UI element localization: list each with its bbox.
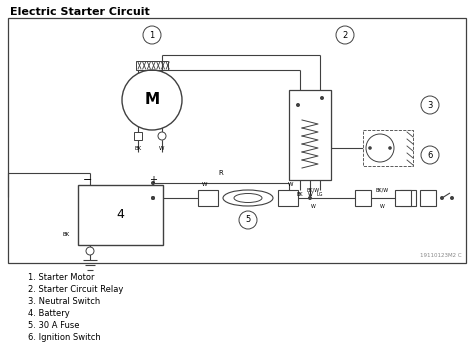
- Circle shape: [440, 196, 444, 200]
- Text: BK: BK: [297, 192, 303, 198]
- Circle shape: [86, 247, 94, 255]
- Text: 1. Starter Motor: 1. Starter Motor: [28, 274, 94, 283]
- Circle shape: [421, 96, 439, 114]
- Bar: [78, 185, 163, 245]
- Circle shape: [151, 196, 155, 200]
- Circle shape: [450, 196, 454, 200]
- Bar: [355, 190, 371, 206]
- Ellipse shape: [234, 193, 262, 203]
- Circle shape: [122, 70, 182, 130]
- Text: BK: BK: [63, 232, 70, 237]
- Text: Electric Starter Circuit: Electric Starter Circuit: [10, 7, 150, 17]
- Bar: [8, 18, 466, 263]
- Circle shape: [336, 26, 354, 44]
- Text: W: W: [288, 182, 294, 188]
- Text: 5: 5: [246, 215, 251, 224]
- Text: R: R: [219, 170, 223, 176]
- Circle shape: [368, 146, 372, 150]
- Text: 6. Ignition Switch: 6. Ignition Switch: [28, 333, 101, 342]
- Circle shape: [388, 146, 392, 150]
- Text: 2. Starter Circuit Relay: 2. Starter Circuit Relay: [28, 285, 123, 294]
- Bar: [400, 190, 416, 206]
- Circle shape: [320, 96, 324, 100]
- Circle shape: [296, 103, 300, 107]
- Text: 2: 2: [342, 31, 347, 40]
- Circle shape: [151, 196, 155, 200]
- Bar: [363, 130, 413, 166]
- Bar: [395, 190, 411, 206]
- Text: +: +: [149, 175, 157, 185]
- Text: BK/W: BK/W: [306, 188, 319, 192]
- Text: W: W: [310, 204, 315, 208]
- Circle shape: [239, 211, 257, 229]
- Bar: [134, 132, 142, 140]
- Circle shape: [421, 146, 439, 164]
- Bar: [289, 90, 331, 180]
- Bar: [136, 61, 168, 70]
- Text: 3: 3: [428, 101, 433, 110]
- Text: BK/W: BK/W: [375, 188, 389, 192]
- Bar: [198, 190, 218, 206]
- Text: W: W: [159, 145, 165, 150]
- Text: BK: BK: [135, 145, 142, 150]
- Text: 3. Neutral Switch: 3. Neutral Switch: [28, 298, 100, 307]
- Text: M: M: [145, 93, 160, 108]
- Circle shape: [151, 181, 155, 185]
- Text: W: W: [380, 204, 384, 208]
- Text: 1: 1: [149, 31, 155, 40]
- Text: 4: 4: [116, 208, 124, 221]
- Bar: [278, 190, 298, 206]
- Ellipse shape: [223, 190, 273, 206]
- Circle shape: [366, 134, 394, 162]
- Text: W: W: [308, 192, 312, 198]
- Circle shape: [158, 132, 166, 140]
- Text: 5. 30 A Fuse: 5. 30 A Fuse: [28, 322, 80, 331]
- Text: LG: LG: [317, 192, 323, 198]
- Bar: [420, 190, 436, 206]
- Text: 6: 6: [428, 150, 433, 159]
- Text: 19110123M2 C: 19110123M2 C: [420, 253, 462, 258]
- Text: W: W: [202, 182, 208, 188]
- Text: 4. Battery: 4. Battery: [28, 309, 70, 318]
- Text: −: −: [83, 175, 93, 185]
- Circle shape: [308, 196, 312, 200]
- Circle shape: [143, 26, 161, 44]
